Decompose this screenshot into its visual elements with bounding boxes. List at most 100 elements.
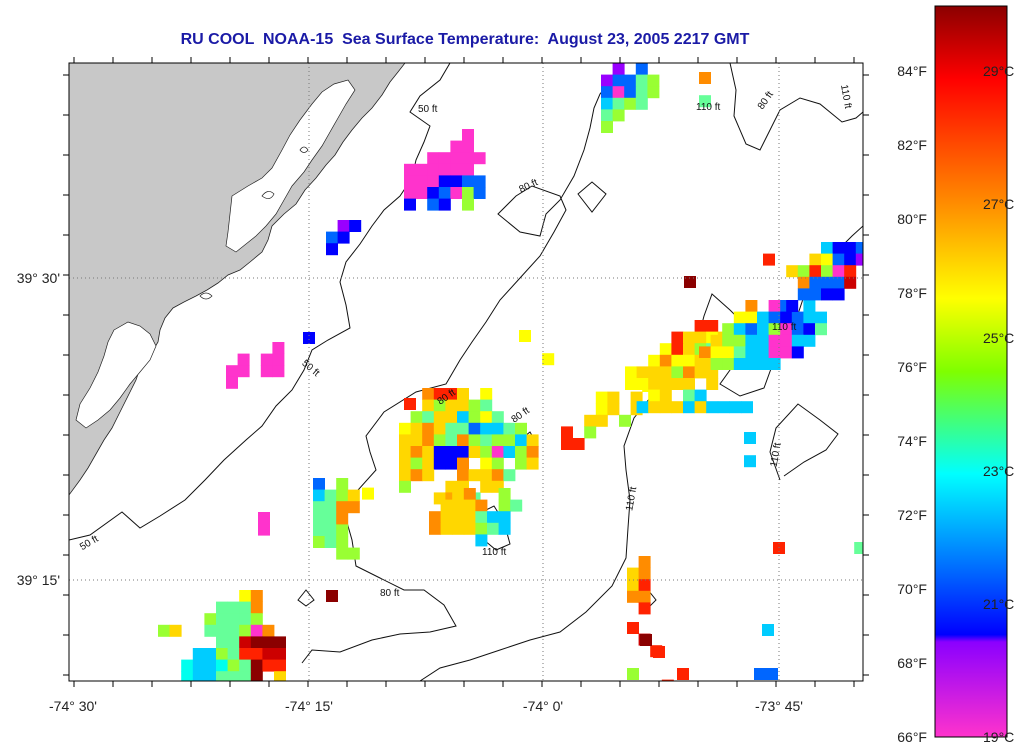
sst-pixel (457, 434, 469, 447)
sst-pixel (625, 378, 637, 390)
sst-pixel (722, 323, 735, 336)
sst-pixel (699, 72, 711, 84)
sst-pixel (710, 346, 723, 359)
colorbar-f-label: 78°F (897, 285, 927, 301)
sst-pixel (349, 220, 362, 232)
sst-pixel (258, 512, 270, 524)
sst-pixel (722, 334, 735, 347)
sst-pixel (438, 163, 451, 176)
sst-pixel (462, 175, 474, 188)
sst-pixel (181, 671, 194, 681)
sst-pixel (239, 648, 252, 660)
sst-pixel (815, 323, 827, 336)
sst-pixel (491, 434, 504, 447)
sst-pixel (744, 432, 756, 444)
sst-pixel (809, 253, 822, 266)
sst-pixel (768, 300, 781, 312)
sst-pixel (627, 703, 639, 715)
sst-pixel (706, 320, 719, 332)
sst-pixel (237, 353, 250, 366)
sst-pixel (640, 634, 652, 646)
sst-pixel (473, 187, 486, 199)
sst-pixel (607, 391, 620, 404)
sst-pixel (627, 567, 639, 580)
sst-pixel (733, 323, 746, 336)
sst-pixel (272, 365, 285, 378)
colorbar-f-label: 74°F (897, 433, 927, 449)
sst-pixel (677, 668, 689, 680)
sst-pixel (313, 512, 325, 525)
sst-pixel (803, 300, 816, 312)
sst-pixel (427, 198, 440, 211)
sst-pixel (438, 187, 451, 199)
sst-pixel (422, 399, 435, 412)
sst-pixel (227, 624, 240, 637)
sst-pixel (227, 601, 240, 614)
sst-pixel (624, 86, 637, 99)
sst-pixel (659, 378, 672, 390)
sst-pixel (457, 469, 469, 482)
sst-pixel (250, 659, 263, 672)
sst-pixel (169, 624, 182, 637)
sst-pixel (683, 343, 695, 356)
sst-pixel (216, 671, 228, 681)
sst-pixel (867, 254, 879, 266)
colorbar-f-label: 66°F (897, 729, 927, 745)
sst-pixel (433, 457, 446, 470)
sst-pixel (635, 97, 648, 110)
sst-pixel (745, 323, 758, 336)
sst-pixel (399, 422, 411, 435)
sst-pixel (854, 542, 863, 554)
sst-pixel (404, 163, 416, 176)
sst-pixel (336, 489, 349, 502)
sst-pixel (313, 524, 325, 537)
sst-pixel (347, 547, 360, 560)
sst-pixel (503, 422, 516, 435)
x-tick-label: -74° 30' (49, 698, 97, 714)
sst-pixel (763, 253, 775, 266)
sst-pixel (250, 601, 263, 614)
sst-pixel (768, 311, 781, 324)
sst-pixel (410, 434, 423, 447)
colorbar-f-labels: 84°F 82°F 80°F 78°F 76°F 74°F 72°F 70°F … (897, 63, 927, 745)
sst-pixel (612, 63, 625, 75)
sst-pixel (638, 579, 651, 592)
sst-pixel (272, 353, 285, 366)
land-mass (69, 63, 406, 496)
sst-pixel (717, 401, 730, 414)
sst-pixel (250, 648, 263, 660)
sst-pixel (480, 457, 493, 470)
sst-pixel (326, 590, 338, 602)
sst-pixel (463, 499, 476, 512)
sst-pixel (791, 323, 804, 336)
sst-pixel (427, 187, 440, 199)
sst-pixel (624, 74, 637, 87)
sst-pixel (362, 487, 374, 500)
sst-pixel (844, 265, 857, 278)
sst-pixel (733, 311, 746, 324)
sst-pixel (427, 163, 440, 176)
sst-pixel (722, 346, 735, 359)
sst-pixel (226, 376, 238, 389)
colorbar-c-label: 23°C (983, 463, 1014, 479)
sst-pixel (427, 152, 440, 165)
sst-pixel (336, 536, 349, 548)
sst-pixel (480, 388, 493, 400)
sst-pixel (438, 152, 451, 165)
sst-pixel (422, 457, 435, 470)
sst-pixel (480, 411, 493, 424)
sst-pixel (671, 343, 684, 356)
sst-pixel (797, 276, 810, 289)
sst-pixel (457, 457, 469, 470)
sst-pixel (510, 499, 523, 512)
sst-pixel (780, 323, 793, 336)
contour-label: 80 ft (380, 588, 400, 599)
colorbar-c-label: 29°C (983, 63, 1014, 79)
sst-pixel (821, 288, 833, 301)
sst-pixel (250, 636, 263, 649)
sst-pixel (480, 422, 493, 435)
sst-pixel (475, 534, 488, 547)
sst-pixel (630, 391, 643, 404)
sst-pixel (671, 378, 684, 390)
